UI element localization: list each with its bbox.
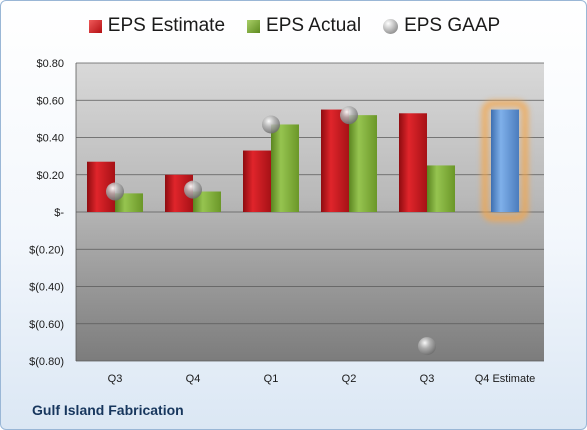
bar-estimate-highlight: [491, 109, 519, 212]
y-tick-label: $0.80: [36, 58, 64, 70]
y-tick-label: $0.60: [36, 95, 64, 107]
y-tick-label: $(0.40): [29, 282, 64, 294]
x-tick-label: Q3: [108, 373, 123, 385]
bar-estimate: [243, 150, 271, 212]
legend-label-gaap: EPS GAAP: [404, 15, 501, 36]
legend-item-actual: EPS Actual: [247, 15, 361, 37]
bar-estimate: [399, 113, 427, 212]
y-tick-label: $(0.20): [29, 244, 64, 256]
y-tick-label: $(0.60): [29, 319, 64, 331]
legend-item-gaap: EPS GAAP: [383, 15, 500, 37]
x-tick-label: Q4: [186, 373, 201, 385]
bar-estimate: [321, 109, 349, 212]
company-name: Gulf Island Fabrication: [32, 402, 184, 418]
bar-actual: [427, 165, 455, 212]
legend-label-estimate: EPS Estimate: [107, 15, 226, 36]
gaap-marker: [106, 182, 124, 201]
gaap-marker: [262, 115, 280, 134]
legend-label-actual: EPS Actual: [266, 15, 362, 36]
y-tick-label: $0.20: [36, 170, 64, 182]
bar-actual: [271, 124, 299, 212]
y-tick-label: $(0.80): [29, 356, 64, 368]
bar-actual: [115, 193, 143, 212]
legend-swatch-estimate: [88, 19, 102, 33]
x-tick-label: Q4 Estimate: [475, 373, 536, 385]
highlight-glow: [481, 100, 529, 222]
gaap-marker: [184, 180, 202, 199]
y-tick-label: $0.40: [36, 133, 64, 145]
bar-actual: [193, 191, 221, 212]
y-tick-label: $-: [54, 207, 64, 219]
bar-actual: [349, 115, 377, 212]
gaap-marker: [418, 337, 436, 356]
x-tick-label: Q1: [264, 373, 279, 385]
chart-legend: EPS Estimate EPS Actual EPS GAAP: [1, 15, 586, 37]
gaap-marker: [340, 106, 358, 125]
legend-item-estimate: EPS Estimate: [88, 15, 226, 37]
legend-swatch-gaap: [383, 18, 399, 34]
x-tick-label: Q2: [342, 373, 357, 385]
legend-swatch-actual: [247, 19, 261, 33]
x-tick-label: Q3: [420, 373, 435, 385]
